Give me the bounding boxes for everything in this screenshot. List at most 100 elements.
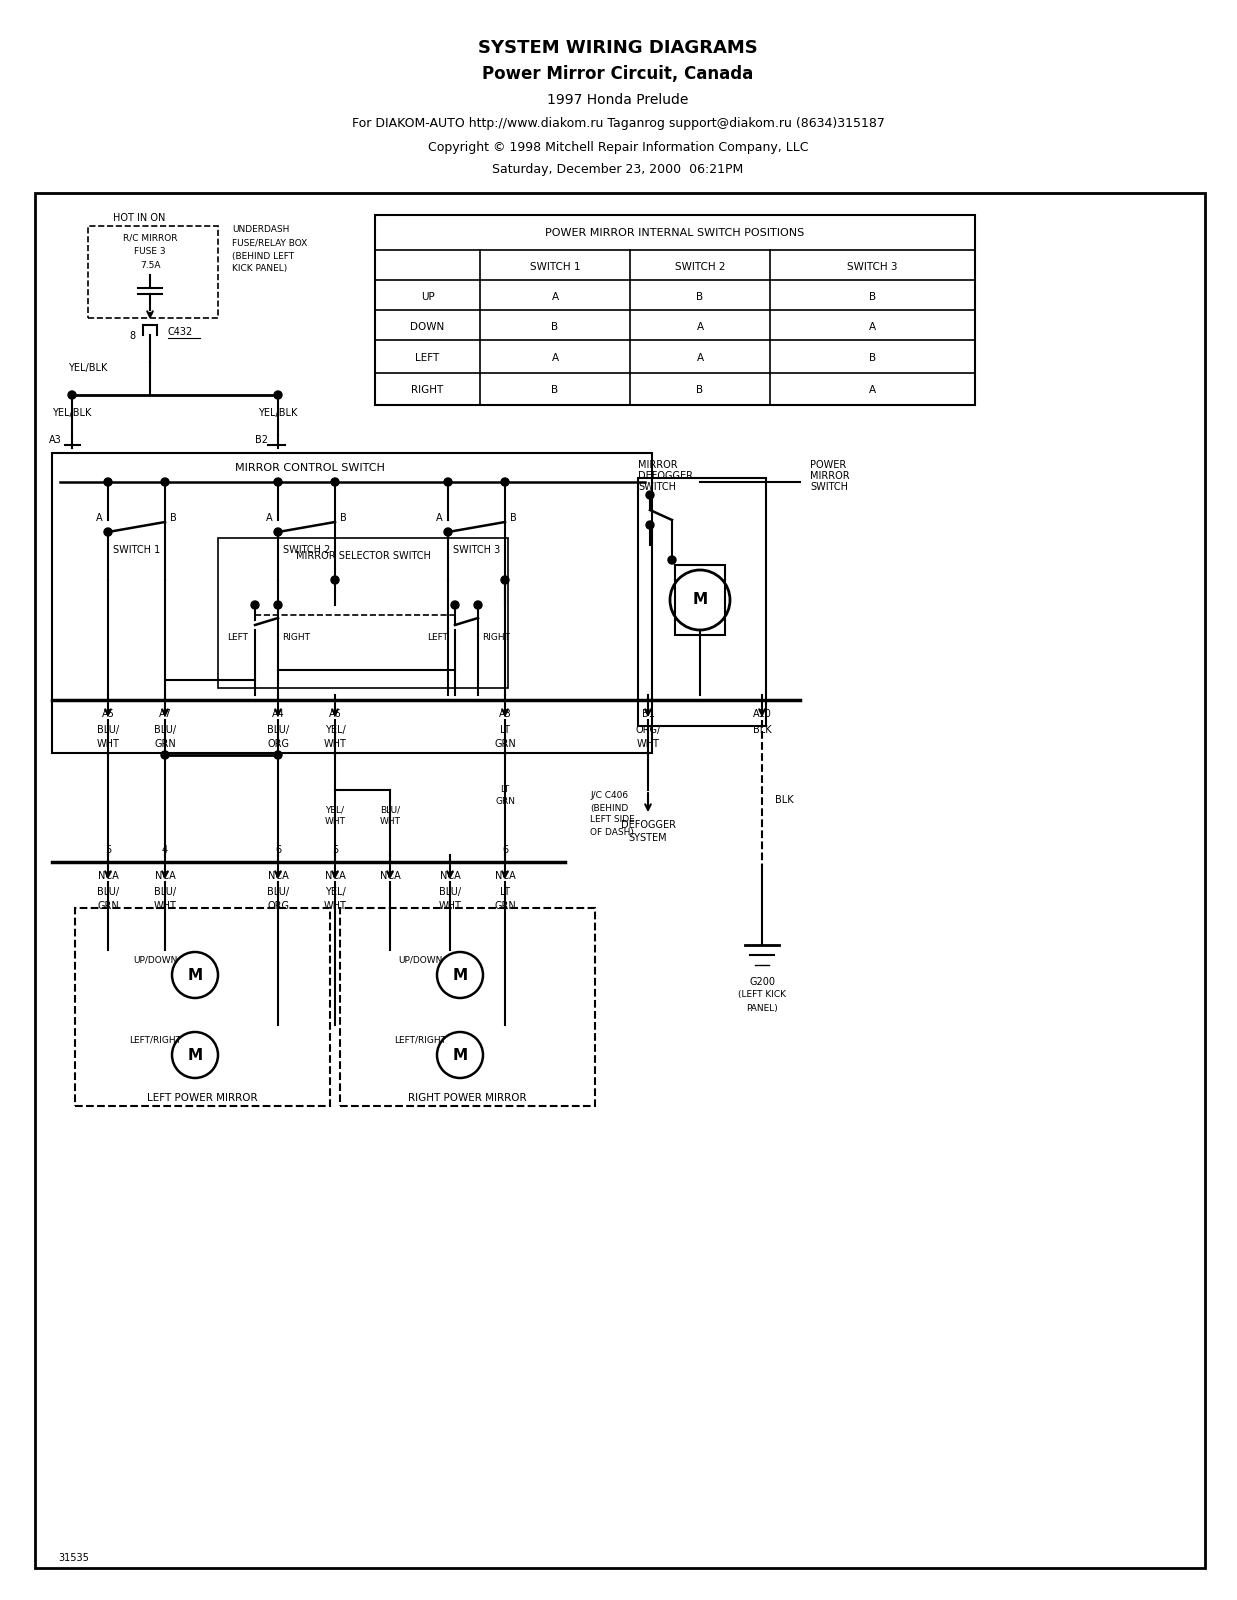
- Text: BLU/: BLU/: [439, 886, 461, 898]
- Text: LEFT: LEFT: [427, 634, 448, 643]
- Text: A: A: [552, 291, 559, 302]
- Text: YEL/BLK: YEL/BLK: [52, 408, 92, 418]
- Text: B: B: [552, 322, 559, 333]
- Text: YEL/: YEL/: [324, 725, 345, 734]
- Text: B: B: [696, 386, 704, 395]
- Circle shape: [501, 576, 508, 584]
- Circle shape: [501, 478, 508, 486]
- Text: MIRROR: MIRROR: [638, 461, 678, 470]
- Text: NCA: NCA: [98, 870, 119, 882]
- Circle shape: [172, 952, 218, 998]
- Circle shape: [275, 478, 282, 486]
- Text: LT: LT: [500, 725, 510, 734]
- Circle shape: [161, 750, 169, 758]
- Text: For DIAKOM-AUTO http://www.diakom.ru Taganrog support@diakom.ru (8634)315187: For DIAKOM-AUTO http://www.diakom.ru Tag…: [351, 117, 884, 131]
- Text: B: B: [340, 514, 346, 523]
- Text: (BEHIND: (BEHIND: [590, 803, 628, 813]
- Text: (BEHIND LEFT: (BEHIND LEFT: [233, 251, 294, 261]
- Circle shape: [437, 952, 482, 998]
- Text: GRN: GRN: [494, 739, 516, 749]
- Circle shape: [646, 491, 654, 499]
- Text: RIGHT: RIGHT: [482, 634, 510, 643]
- Text: SWITCH: SWITCH: [638, 482, 675, 493]
- Text: SWITCH 2: SWITCH 2: [674, 262, 725, 272]
- Text: G200: G200: [748, 978, 776, 987]
- Text: C432: C432: [168, 326, 193, 338]
- Text: UNDERDASH: UNDERDASH: [233, 226, 289, 235]
- Text: BLU/: BLU/: [267, 725, 289, 734]
- Text: GRN: GRN: [98, 901, 119, 910]
- Text: RIGHT: RIGHT: [282, 634, 310, 643]
- Text: WHT: WHT: [324, 818, 345, 827]
- Text: UP/DOWN: UP/DOWN: [132, 955, 177, 965]
- Text: B2: B2: [255, 435, 268, 445]
- Text: DOWN: DOWN: [411, 322, 444, 333]
- Text: 6: 6: [275, 845, 281, 854]
- Text: BLU/: BLU/: [153, 725, 176, 734]
- Text: LEFT/RIGHT: LEFT/RIGHT: [129, 1035, 181, 1045]
- Text: OF DASH): OF DASH): [590, 827, 633, 837]
- Text: A: A: [437, 514, 443, 523]
- Text: ORG/: ORG/: [636, 725, 661, 734]
- Text: BLU/: BLU/: [380, 805, 400, 814]
- Text: WHT: WHT: [96, 739, 120, 749]
- Text: A: A: [96, 514, 103, 523]
- Text: B: B: [552, 386, 559, 395]
- Circle shape: [161, 478, 169, 486]
- Text: Power Mirror Circuit, Canada: Power Mirror Circuit, Canada: [482, 66, 753, 83]
- Circle shape: [275, 390, 282, 398]
- Text: LEFT/RIGHT: LEFT/RIGHT: [395, 1035, 447, 1045]
- Text: B: B: [169, 514, 177, 523]
- Text: BLU/: BLU/: [153, 886, 176, 898]
- Text: YEL/BLK: YEL/BLK: [68, 363, 108, 373]
- Bar: [88, 226, 218, 318]
- Text: BLU/: BLU/: [267, 886, 289, 898]
- Text: A6: A6: [329, 709, 341, 718]
- Text: NCA: NCA: [495, 870, 516, 882]
- Text: M: M: [453, 1048, 468, 1062]
- Text: A: A: [868, 322, 876, 333]
- Text: NCA: NCA: [267, 870, 288, 882]
- Text: SWITCH 3: SWITCH 3: [847, 262, 898, 272]
- Bar: [675, 565, 725, 635]
- Text: LEFT POWER MIRROR: LEFT POWER MIRROR: [147, 1093, 257, 1102]
- Text: LT: LT: [501, 786, 510, 795]
- Circle shape: [444, 478, 452, 486]
- Text: B: B: [868, 354, 876, 363]
- Circle shape: [332, 478, 339, 486]
- Text: KICK PANEL): KICK PANEL): [233, 264, 287, 274]
- Text: BLK: BLK: [752, 725, 772, 734]
- Text: M: M: [188, 968, 203, 982]
- Text: A4: A4: [272, 709, 285, 718]
- Text: 5: 5: [332, 845, 338, 854]
- Text: A: A: [696, 354, 704, 363]
- Text: GRN: GRN: [155, 739, 176, 749]
- Text: NCA: NCA: [380, 870, 401, 882]
- Text: LEFT: LEFT: [416, 354, 439, 363]
- Text: A7: A7: [158, 709, 172, 718]
- Text: SYSTEM WIRING DIAGRAMS: SYSTEM WIRING DIAGRAMS: [479, 38, 758, 58]
- Bar: [340, 909, 595, 1106]
- Text: Copyright © 1998 Mitchell Repair Information Company, LLC: Copyright © 1998 Mitchell Repair Informa…: [428, 141, 808, 155]
- Text: SWITCH 3: SWITCH 3: [453, 546, 500, 555]
- Text: DEFOGGER: DEFOGGER: [638, 470, 693, 482]
- Text: NCA: NCA: [439, 870, 460, 882]
- Text: POWER: POWER: [810, 461, 846, 470]
- Text: SWITCH 2: SWITCH 2: [283, 546, 330, 555]
- Text: MIRROR: MIRROR: [810, 470, 850, 482]
- Text: 4: 4: [162, 845, 168, 854]
- Text: YEL/: YEL/: [324, 886, 345, 898]
- Text: WHT: WHT: [324, 739, 346, 749]
- Circle shape: [172, 1032, 218, 1078]
- Text: POWER MIRROR INTERNAL SWITCH POSITIONS: POWER MIRROR INTERNAL SWITCH POSITIONS: [546, 227, 804, 238]
- Text: LEFT: LEFT: [228, 634, 247, 643]
- Bar: [35, 194, 1205, 1568]
- Text: SYSTEM: SYSTEM: [628, 834, 667, 843]
- Text: SWITCH 1: SWITCH 1: [113, 546, 160, 555]
- Text: PANEL): PANEL): [746, 1003, 778, 1013]
- Bar: [638, 478, 766, 726]
- Circle shape: [332, 576, 339, 584]
- Text: LEFT SIDE: LEFT SIDE: [590, 816, 635, 824]
- Text: 6: 6: [502, 845, 508, 854]
- Text: J/C C406: J/C C406: [590, 790, 628, 800]
